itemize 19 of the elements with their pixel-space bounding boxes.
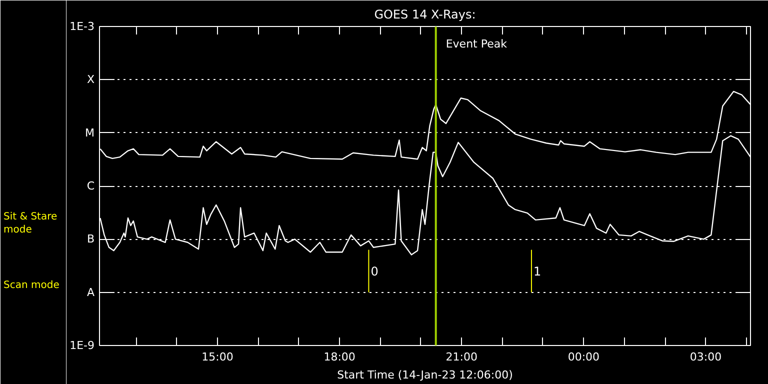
y-tick-label: M (85, 126, 95, 140)
ref-line-label: Event Peak (446, 38, 508, 50)
ref-line-label: 1 (533, 264, 542, 279)
chart-title: GOES 14 X-Rays: (374, 8, 476, 22)
x-tick-label: 21:00 (446, 350, 478, 364)
y-tick-label: 1E-3 (70, 20, 95, 33)
y-tick-label: A (86, 286, 95, 299)
ref-line-label: 0 (370, 264, 378, 279)
x-tick-label: 15:00 (202, 350, 234, 364)
y-tick-label: B (86, 232, 94, 246)
text: Sit & Stare mode (4, 211, 58, 236)
x-tick-label: 18:00 (324, 350, 356, 364)
x-tick-label: 03:00 (690, 350, 722, 364)
y-tick-label: C (86, 180, 95, 192)
y-tick-label: 1E-9 (70, 339, 95, 352)
y-tick-label: X (86, 73, 95, 86)
text: Scan mode (4, 280, 60, 291)
x-tick-label: 00:00 (568, 350, 600, 364)
x-axis-title: Start Time (14-Jan-23 12:06:00) (337, 368, 513, 382)
